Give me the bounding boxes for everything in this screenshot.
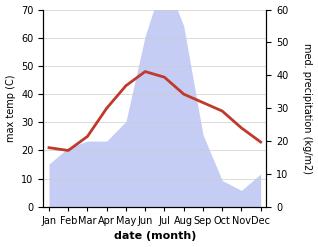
X-axis label: date (month): date (month): [114, 231, 196, 242]
Y-axis label: med. precipitation (kg/m2): med. precipitation (kg/m2): [302, 43, 313, 174]
Y-axis label: max temp (C): max temp (C): [5, 74, 16, 142]
